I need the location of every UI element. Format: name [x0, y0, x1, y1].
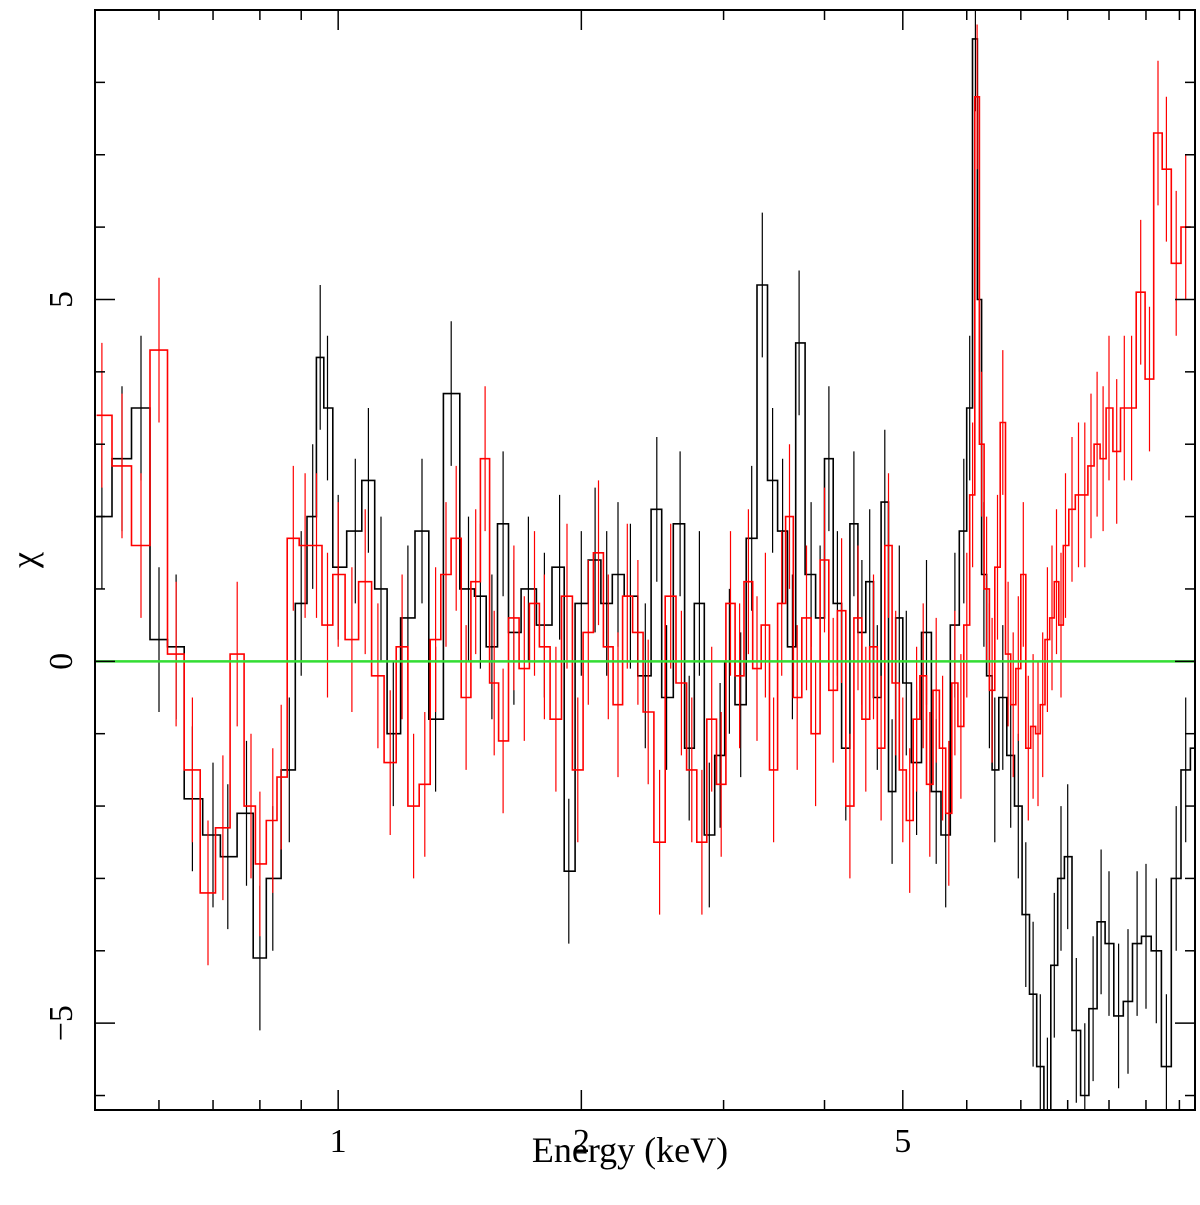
- y-axis-label: χ: [4, 552, 44, 569]
- series-0-steps: [96, 38, 1195, 1110]
- x-axis-ticks: 1 2 5: [94, 10, 1181, 1160]
- plot-frame: [94, 9, 1196, 1111]
- series-1-steps: [96, 96, 1191, 894]
- x-tick-label: 1: [330, 1123, 347, 1160]
- x-tick-label: 5: [894, 1123, 911, 1160]
- y-tick-label: 0: [43, 653, 80, 670]
- y-tick-label: 5: [43, 291, 80, 308]
- series-0: [96, 10, 1195, 1110]
- x-axis-label: Energy (keV): [532, 1130, 728, 1170]
- y-tick-label: −5: [43, 1005, 80, 1041]
- series-1: [96, 24, 1191, 966]
- y-axis-ticks: −5 0 5: [43, 9, 1195, 1097]
- x-tick-label: 2: [573, 1123, 590, 1160]
- series-layer: [96, 10, 1195, 1110]
